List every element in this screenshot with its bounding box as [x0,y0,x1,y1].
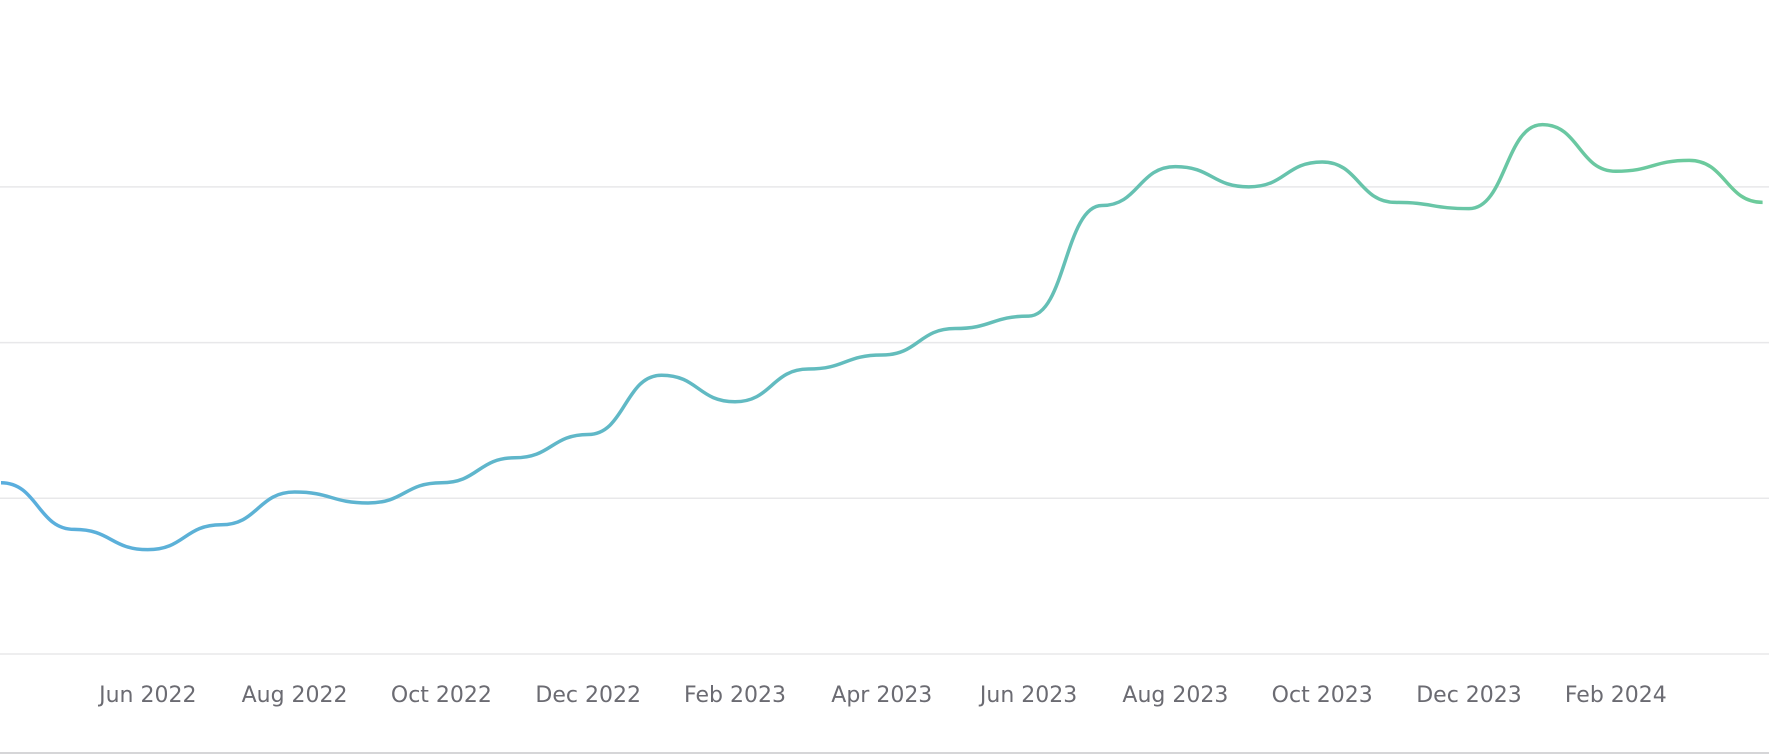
x-tick-label: Feb 2024 [1565,683,1667,708]
x-tick-label: Jun 2023 [978,683,1077,708]
x-tick-label: Dec 2022 [535,683,641,708]
x-tick-label: Oct 2022 [391,683,492,708]
x-tick-label: Dec 2023 [1416,683,1522,708]
x-tick-label: Aug 2022 [242,683,348,708]
line [0,122,1763,552]
x-tick-label: Oct 2023 [1272,683,1373,708]
x-tick-label: Aug 2023 [1122,683,1228,708]
x-tick-label: Feb 2023 [684,683,786,708]
x-tick-label: Jun 2022 [97,683,196,708]
x-tick-label: Apr 2023 [831,683,932,708]
